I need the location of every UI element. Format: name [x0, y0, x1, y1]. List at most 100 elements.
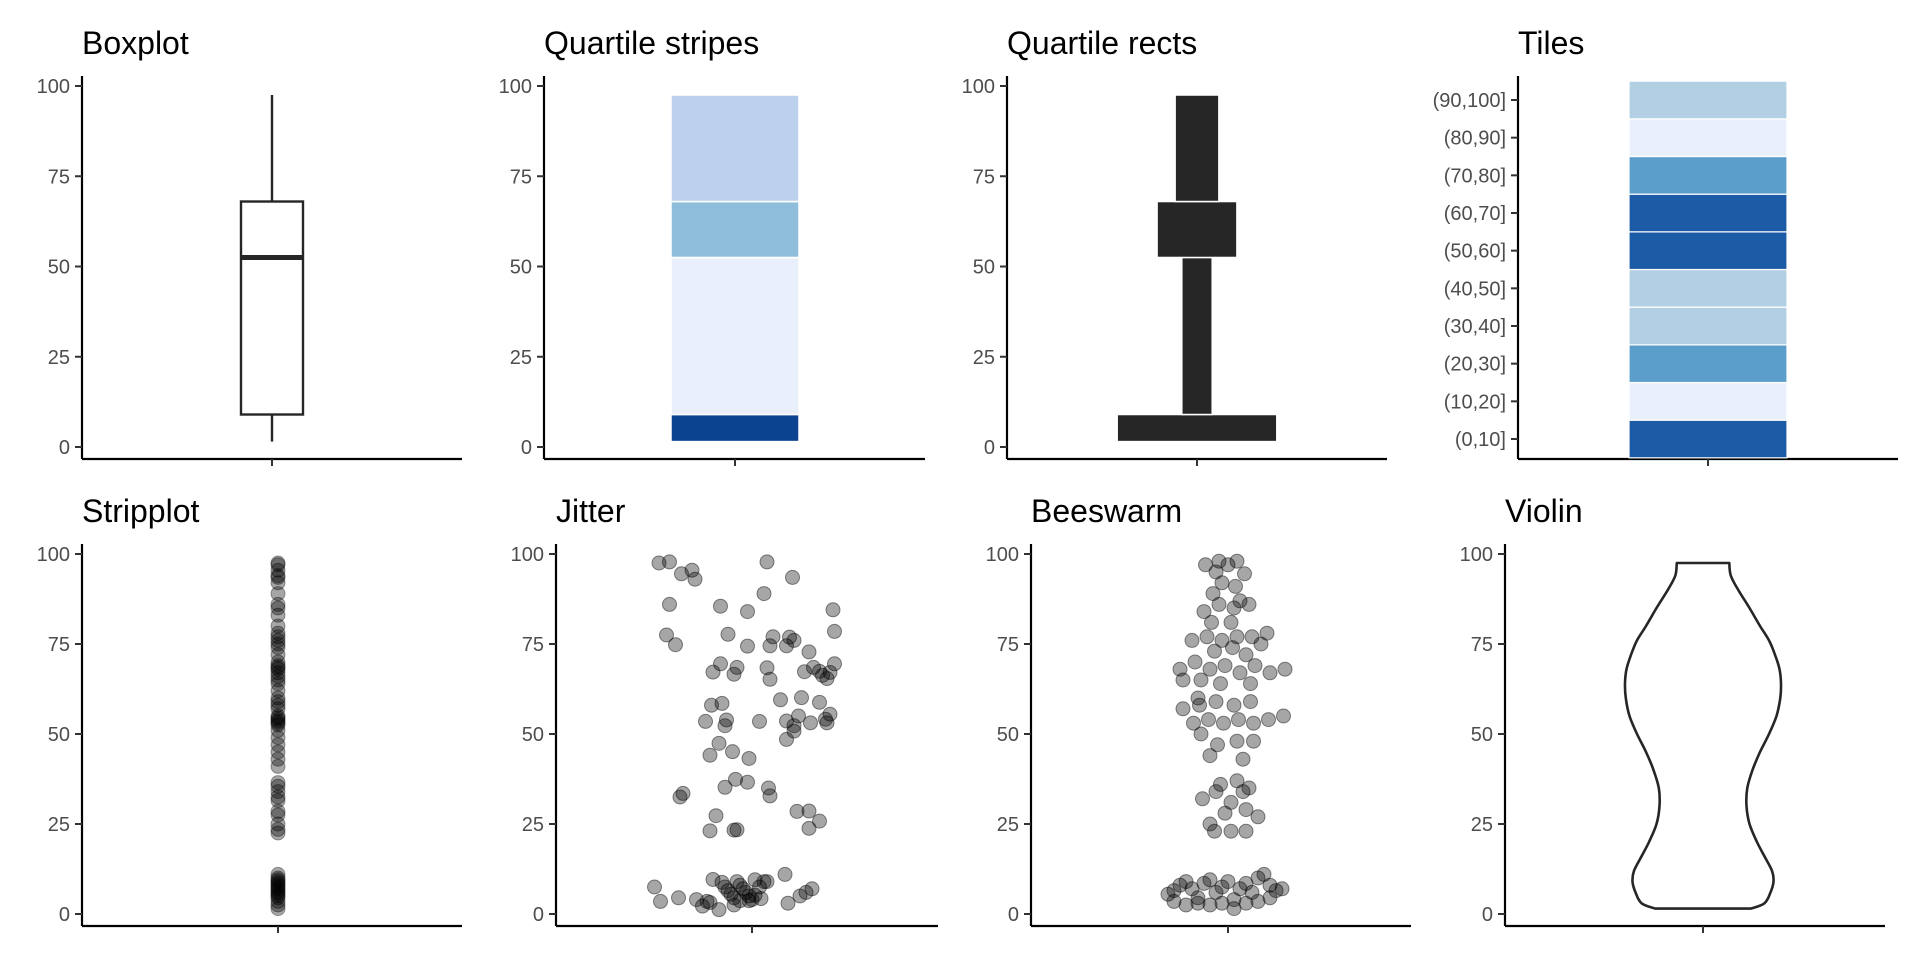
- point: [717, 718, 733, 734]
- point: [1214, 879, 1230, 895]
- y-tick-label: 0: [1482, 904, 1493, 926]
- point: [1202, 661, 1218, 677]
- point: [726, 822, 742, 838]
- panel-tiles: Tiles (0,10] (10,20] (20,30] (30,40] (40,50]…: [1433, 25, 1898, 466]
- point: [674, 566, 689, 582]
- point: [1216, 715, 1231, 731]
- y-tick-label: 25: [522, 814, 544, 836]
- y-tick-label: (80,90]: [1444, 128, 1506, 150]
- point: [726, 890, 742, 906]
- point: [270, 784, 286, 800]
- point: [1172, 661, 1188, 677]
- point: [1184, 632, 1200, 648]
- y-tick-label: 75: [973, 166, 995, 188]
- point: [1237, 566, 1252, 582]
- y-tick-label: 25: [997, 814, 1019, 836]
- stripe: [670, 94, 800, 203]
- point: [825, 602, 841, 618]
- point: [270, 672, 286, 688]
- panel-title: Beeswarm: [1031, 493, 1182, 529]
- point: [270, 870, 286, 886]
- point: [270, 884, 286, 900]
- tile: [1628, 381, 1788, 421]
- point: [801, 803, 817, 819]
- point: [1228, 578, 1243, 594]
- point: [1256, 866, 1272, 882]
- point: [270, 793, 286, 809]
- point: [719, 712, 734, 728]
- point: [729, 659, 745, 675]
- point: [1232, 665, 1248, 681]
- point: [1229, 553, 1245, 569]
- point: [786, 718, 802, 734]
- point: [705, 871, 721, 887]
- point: [735, 881, 751, 897]
- point: [779, 638, 794, 654]
- stripe: [670, 256, 800, 416]
- point: [1178, 874, 1194, 890]
- point: [720, 883, 736, 899]
- point: [705, 664, 721, 680]
- tile: [1628, 80, 1788, 120]
- point: [270, 636, 286, 652]
- point: [270, 701, 286, 717]
- point: [1229, 629, 1245, 645]
- point: [1247, 658, 1263, 674]
- point: [1211, 553, 1227, 569]
- point: [1231, 712, 1246, 728]
- point: [671, 890, 686, 906]
- point: [270, 875, 286, 891]
- point: [1238, 823, 1254, 839]
- point: [1274, 881, 1290, 897]
- y-tick-label: (90,100]: [1433, 90, 1506, 112]
- point: [1259, 625, 1275, 641]
- point: [732, 893, 748, 909]
- point: [270, 596, 286, 612]
- y-tick-label: 100: [962, 76, 995, 98]
- point: [779, 713, 794, 729]
- point: [1226, 901, 1242, 917]
- point: [659, 627, 674, 643]
- point: [1208, 694, 1224, 710]
- point: [1190, 895, 1206, 911]
- point: [798, 884, 814, 900]
- point: [708, 808, 724, 824]
- point: [1178, 897, 1194, 913]
- point: [1160, 886, 1176, 902]
- panel-title: Quartile rects: [1007, 25, 1197, 61]
- point: [270, 744, 286, 760]
- point: [270, 715, 286, 731]
- point: [1243, 694, 1258, 710]
- point: [1202, 897, 1218, 913]
- point: [726, 897, 742, 913]
- y-tick-label: (40,50]: [1444, 278, 1506, 300]
- point: [1208, 564, 1224, 580]
- y-tick-label: 50: [997, 724, 1019, 746]
- point: [762, 638, 778, 654]
- point: [1187, 654, 1203, 670]
- point: [1223, 823, 1239, 839]
- point: [1190, 890, 1206, 906]
- point: [1214, 895, 1230, 911]
- y-tick-label: 50: [510, 257, 532, 279]
- point: [270, 575, 286, 591]
- point: [1241, 596, 1257, 612]
- panel-beeswarm: Beeswarm 0 25 50 75 100: [986, 493, 1411, 933]
- point: [270, 694, 286, 710]
- y-tick-label: 50: [973, 257, 995, 279]
- point: [1232, 881, 1248, 897]
- y-tick-label: 75: [997, 634, 1019, 656]
- point: [270, 758, 286, 774]
- tile: [1628, 193, 1788, 233]
- point: [1235, 784, 1251, 800]
- point: [714, 874, 730, 890]
- y-tick-label: 75: [48, 634, 70, 656]
- point: [1268, 883, 1284, 899]
- y-tick-label: 0: [533, 904, 544, 926]
- point: [1192, 697, 1207, 713]
- point: [270, 568, 286, 584]
- point: [270, 557, 286, 573]
- y-tick-label: 0: [59, 437, 70, 459]
- point: [675, 785, 691, 801]
